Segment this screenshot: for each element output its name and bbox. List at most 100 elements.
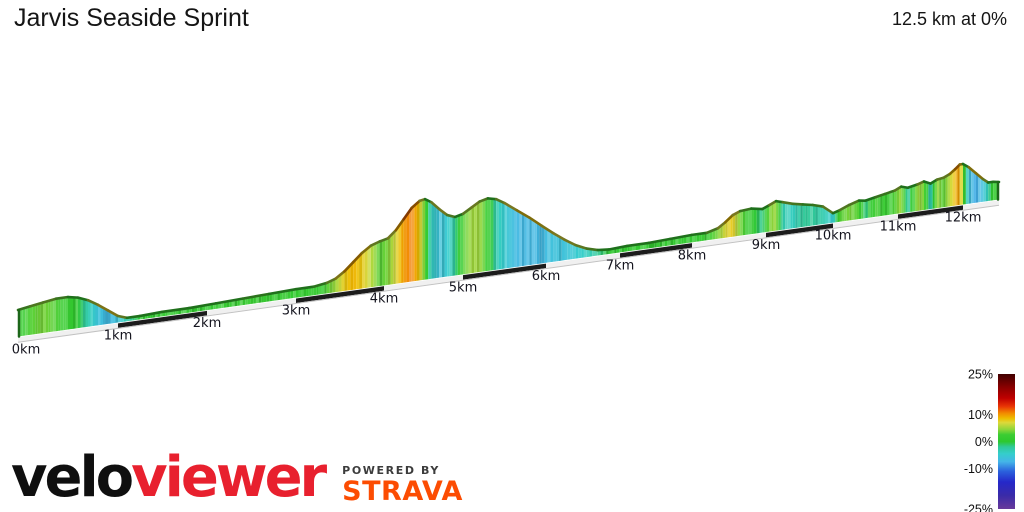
profile-strip xyxy=(802,204,806,227)
profile-strip xyxy=(762,207,765,233)
profile-strip xyxy=(894,189,897,215)
profile-strip xyxy=(988,182,991,202)
profile-strip xyxy=(306,287,309,297)
profile-strip xyxy=(387,235,391,285)
profile-strip xyxy=(341,271,345,292)
profile-strip xyxy=(382,239,386,286)
profile-strip xyxy=(409,208,412,282)
profile-strip xyxy=(516,210,520,267)
profile-strip xyxy=(896,187,900,214)
profile-strip xyxy=(564,239,568,261)
km-label-2km: 2km xyxy=(193,316,221,331)
profile-strip xyxy=(875,196,878,217)
profile-strip xyxy=(485,198,488,272)
profile-strip xyxy=(362,250,365,289)
profile-strip xyxy=(787,202,791,229)
profile-strip xyxy=(468,207,472,274)
profile-cap-segment xyxy=(187,302,218,310)
profile-strip xyxy=(245,297,248,305)
profile-strip xyxy=(353,259,357,290)
profile-strip xyxy=(830,211,833,224)
profile-strip xyxy=(887,192,890,216)
profile-strip xyxy=(727,217,731,238)
profile-strip xyxy=(487,198,491,271)
profile-cap-segment xyxy=(161,306,191,314)
profile-cap-segment xyxy=(214,297,244,305)
profile-strip xyxy=(963,164,966,205)
profile-strip xyxy=(493,198,497,271)
profile-strip xyxy=(785,202,788,230)
profile-strip xyxy=(318,284,322,295)
profile-cap-segment xyxy=(386,228,398,240)
profile-strip xyxy=(820,206,823,225)
profile-strip xyxy=(78,297,81,329)
profile-strip xyxy=(266,293,270,302)
profile-strip xyxy=(338,273,342,292)
profile-strip xyxy=(696,233,700,242)
profile-strip xyxy=(863,200,866,219)
profile-strip xyxy=(901,186,904,214)
road-km-segment xyxy=(766,223,833,238)
profile-strip xyxy=(825,208,828,224)
profile-strip xyxy=(980,177,984,203)
profile-strip xyxy=(692,234,695,243)
profile-strip xyxy=(88,300,91,327)
profile-strip xyxy=(108,310,111,324)
profile-strip xyxy=(753,208,757,234)
profile-strip xyxy=(253,296,256,304)
distance-gradient-summary: 12.5 km at 0% xyxy=(891,9,1007,29)
profile-strip xyxy=(37,303,41,334)
profile-strip xyxy=(290,289,294,299)
km-label-3km: 3km xyxy=(282,304,310,319)
profile-strip xyxy=(947,173,950,207)
profile-strip xyxy=(780,201,783,231)
km-label-8km: 8km xyxy=(678,248,706,263)
profile-strip xyxy=(277,292,280,301)
profile-cap-segment xyxy=(738,207,753,213)
profile-cap-segment xyxy=(760,203,771,211)
profile-cap-segment xyxy=(811,203,825,208)
profile-strip xyxy=(544,227,548,263)
road-km-segment xyxy=(833,214,898,228)
profile-strip xyxy=(303,287,307,297)
profile-strip xyxy=(449,215,453,277)
profile-strip xyxy=(73,297,76,329)
profile-strip xyxy=(903,187,906,213)
profile-cap-segment xyxy=(54,295,70,300)
profile-strip xyxy=(32,304,36,335)
profile-strip xyxy=(572,243,576,260)
profile-strip xyxy=(597,249,601,256)
profile-strip xyxy=(592,249,596,257)
profile-cap-segment xyxy=(781,200,795,206)
profile-strip xyxy=(279,291,283,300)
profile-strip xyxy=(75,297,78,329)
profile-cap-segment xyxy=(821,205,835,215)
profile-strip xyxy=(975,173,979,203)
profile-strip xyxy=(308,287,312,296)
veloviewer-wordmark: veloviewer xyxy=(11,450,327,506)
profile-strip xyxy=(534,220,537,265)
profile-strip xyxy=(95,303,98,326)
profile-strip xyxy=(776,201,779,231)
profile-strip xyxy=(932,180,935,209)
profile-strip xyxy=(930,182,933,210)
km-label-12km: 12km xyxy=(945,211,982,226)
profile-strip xyxy=(805,204,808,227)
profile-strip xyxy=(379,240,383,287)
profile-strip xyxy=(479,200,483,273)
profile-strip xyxy=(247,297,251,305)
legend-tick-10%: 10% xyxy=(968,408,993,422)
profile-cap-segment xyxy=(360,244,373,255)
profile-strip xyxy=(928,182,931,210)
profile-cap-segment xyxy=(690,231,709,237)
legend-tick-25%: 25% xyxy=(968,368,993,382)
page-title: Jarvis Seaside Sprint xyxy=(14,4,249,32)
profile-cap-segment xyxy=(430,200,441,211)
profile-strip xyxy=(689,234,692,243)
profile-strip xyxy=(910,186,913,212)
road-km-segment xyxy=(463,263,546,280)
profile-strip xyxy=(271,292,275,302)
profile-strip xyxy=(937,179,940,209)
profile-cap-segment xyxy=(731,209,742,217)
profile-strip xyxy=(795,203,798,228)
